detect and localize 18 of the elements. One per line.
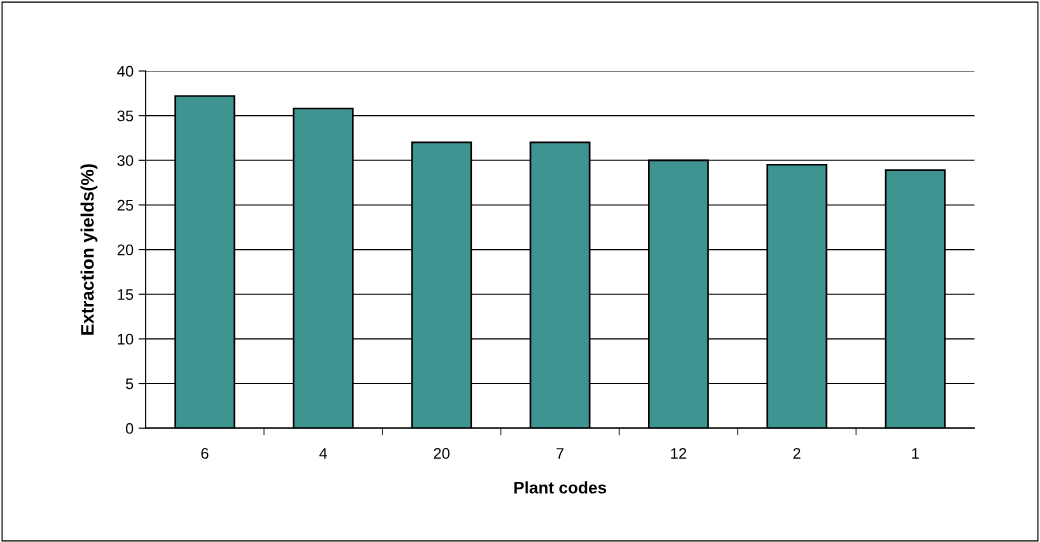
x-tick-label: 12 xyxy=(671,448,687,459)
y-tick-label: 40 xyxy=(117,65,134,77)
y-tick-label: 5 xyxy=(125,378,134,390)
x-tick-label: 7 xyxy=(556,448,564,459)
x-tick-label: 1 xyxy=(912,448,919,459)
y-tick-label: 30 xyxy=(117,155,134,166)
x-tick-label: 2 xyxy=(793,448,801,459)
x-axis-title: Plant codes xyxy=(514,481,607,494)
y-tick-label: 10 xyxy=(117,333,134,345)
x-tick-label: 4 xyxy=(319,448,328,459)
y-tick-label: 15 xyxy=(117,289,134,300)
y-axis-title: Extraction yields(%) xyxy=(80,164,98,335)
x-tick-label: 20 xyxy=(433,448,450,459)
y-tick-label: 35 xyxy=(117,110,134,122)
y-tick-label: 25 xyxy=(117,199,134,211)
x-tick-label: 6 xyxy=(201,448,209,459)
y-tick-label: 0 xyxy=(125,423,134,434)
y-tick-label: 20 xyxy=(117,244,134,256)
